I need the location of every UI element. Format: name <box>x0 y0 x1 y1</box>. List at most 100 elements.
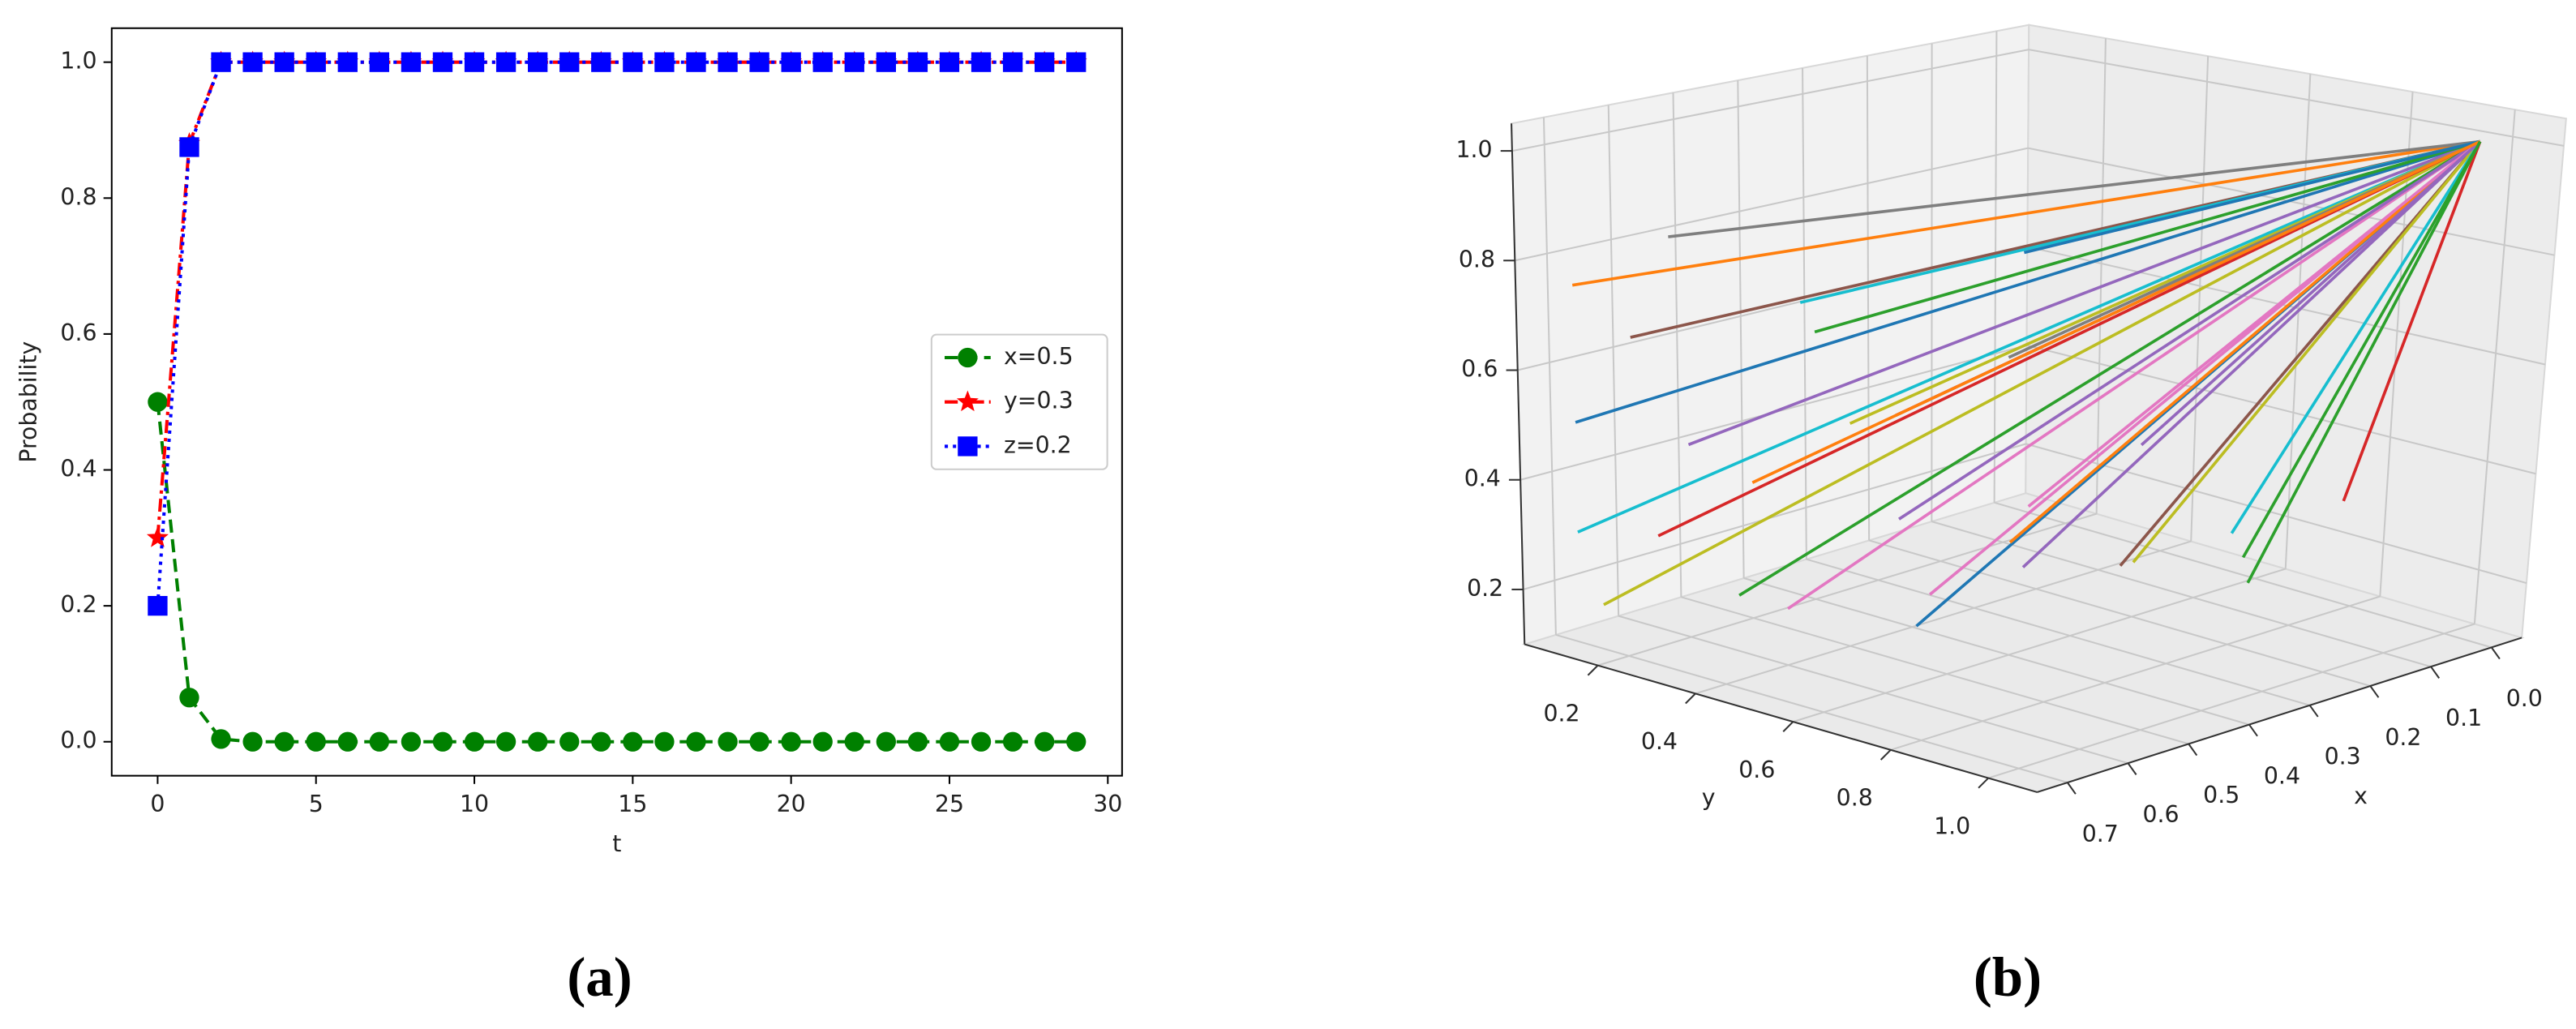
y-tick <box>1782 721 1794 732</box>
marker <box>718 731 738 752</box>
marker <box>401 731 422 752</box>
z-axis-line <box>1511 123 1526 645</box>
y-tick-label: 0.6 <box>1738 757 1775 783</box>
trajectory <box>1787 140 2481 611</box>
x-tick <box>2066 782 2077 795</box>
x-tick-label: 0.1 <box>2445 705 2482 731</box>
grid-line <box>1806 558 2310 706</box>
x-tick-label: 0.3 <box>2325 744 2361 770</box>
marker <box>844 731 864 752</box>
trajectory <box>2008 140 2481 544</box>
marker <box>591 731 611 752</box>
marker <box>749 731 769 752</box>
trajectory <box>2230 140 2482 534</box>
x-tick-label: 0.0 <box>2506 685 2543 712</box>
trajectory <box>2241 140 2482 559</box>
legend-marker <box>956 390 979 412</box>
marker <box>369 52 390 72</box>
grid-line <box>1793 568 2287 723</box>
trajectory <box>2027 140 2481 508</box>
marker <box>749 52 769 72</box>
marker <box>718 52 738 72</box>
trajectory <box>1603 139 2481 607</box>
marker <box>1002 52 1023 72</box>
marker <box>179 688 199 708</box>
y-tick <box>1685 692 1696 705</box>
y-tick <box>1587 664 1599 676</box>
marker <box>1002 731 1023 752</box>
marker <box>337 731 358 752</box>
x-tick-label: 0.6 <box>2142 801 2179 828</box>
x-tick-label: 0.2 <box>2385 724 2421 751</box>
x-tick-label: 5 <box>309 791 324 817</box>
marker <box>654 731 675 752</box>
y-axis-line <box>1524 643 2038 793</box>
marker <box>812 731 833 752</box>
y-tick-label: 0.8 <box>60 183 96 210</box>
marker <box>148 595 168 616</box>
marker <box>971 731 992 752</box>
x-tick <box>2127 762 2137 775</box>
x-tick-label: 10 <box>460 791 489 817</box>
y-tick-label: 0.4 <box>60 456 96 482</box>
grid-line <box>1515 147 2029 262</box>
grid-line <box>1542 117 1557 635</box>
trajectory <box>1668 139 2480 238</box>
grid-line <box>1511 49 2030 152</box>
grid-line <box>1681 596 2189 745</box>
y-tick-label: 0.2 <box>60 591 96 618</box>
marker <box>623 731 643 752</box>
x-tick-label: 15 <box>618 791 647 817</box>
legend-label: y=0.3 <box>1004 388 1074 414</box>
trajectory <box>1738 140 2481 597</box>
z-tick-label: 0.4 <box>1464 465 1501 492</box>
marker <box>495 52 516 72</box>
marker <box>781 52 801 72</box>
grid-line <box>1517 246 2028 371</box>
trajectory <box>1687 139 2481 447</box>
trajectory <box>1751 139 2481 484</box>
trajectory <box>1571 139 2480 287</box>
grid-line <box>1987 623 2475 779</box>
x-tick-label: 30 <box>1093 791 1122 817</box>
marker <box>464 731 485 752</box>
grid-line <box>1890 595 2381 751</box>
x-tick-label: 20 <box>777 791 806 817</box>
marker <box>274 731 294 752</box>
marker <box>844 52 864 72</box>
marker <box>686 52 706 72</box>
z-tick-label: 0.8 <box>1459 246 1495 272</box>
x-tick <box>2430 666 2441 679</box>
grid-line <box>1672 92 1682 598</box>
trajectory <box>2342 140 2482 502</box>
marker <box>432 731 453 752</box>
series-line <box>156 60 1077 607</box>
trajectory <box>1575 139 2481 424</box>
panel-label: (b) <box>1974 946 2042 1008</box>
grid-line <box>2284 74 2312 569</box>
y-tick <box>1978 777 1989 789</box>
marker <box>1035 731 1055 752</box>
marker <box>306 52 326 72</box>
grid-line <box>2473 109 2516 624</box>
marker <box>559 52 580 72</box>
marker <box>686 731 706 752</box>
x-tick <box>2490 646 2501 660</box>
marker <box>1066 52 1087 72</box>
marker <box>179 137 199 157</box>
marker <box>401 52 422 72</box>
y-tick-label: 1.0 <box>1934 812 1970 839</box>
x-tick-label: 0.4 <box>2264 762 2300 789</box>
legend-marker <box>958 436 978 457</box>
trajectory <box>2246 140 2482 584</box>
panel-label: (a) <box>567 946 632 1008</box>
marker <box>654 52 675 72</box>
grid-line <box>2025 443 2527 585</box>
marker <box>1066 731 1087 752</box>
legend-marker <box>958 347 978 368</box>
marker <box>1035 52 1055 72</box>
y-axis-label: y <box>1702 784 1716 811</box>
marker <box>274 52 294 72</box>
x-tick <box>2188 743 2198 757</box>
marker <box>876 52 897 72</box>
